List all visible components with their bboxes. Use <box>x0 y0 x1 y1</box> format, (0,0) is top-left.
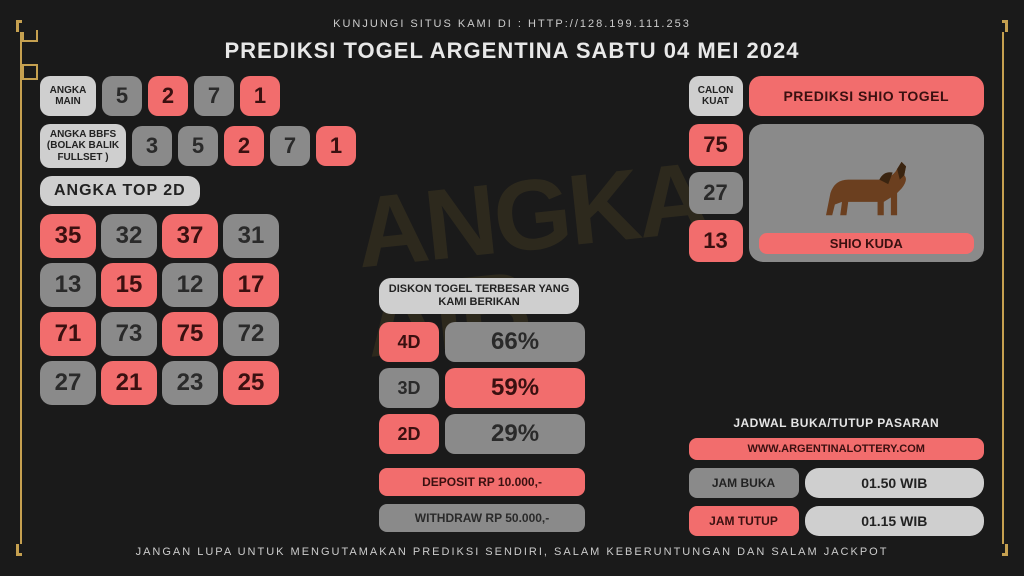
angka-bbfs-row: ANGKA BBFS (BOLAK BALIK FULLSET ) 35271 <box>40 124 365 168</box>
bottom-text: JANGAN LUPA UNTUK MENGUTAMAKAN PREDIKSI … <box>124 546 901 558</box>
shio-title: PREDIKSI SHIO TOGEL <box>749 76 984 116</box>
angka-bbfs-label: ANGKA BBFS (BOLAK BALIK FULLSET ) <box>40 124 126 168</box>
angka-main-cell: 5 <box>102 76 142 116</box>
deposit-row: DEPOSIT RP 10.000,- <box>379 468 585 496</box>
diskon-value: 59% <box>445 368 585 408</box>
diskon-tag: 4D <box>379 322 439 362</box>
shio-name: SHIO KUDA <box>759 233 974 254</box>
top2d-cell: 13 <box>40 263 96 307</box>
top2d-cell: 72 <box>223 312 279 356</box>
top2d-cell: 75 <box>162 312 218 356</box>
top2d-cell: 23 <box>162 361 218 405</box>
calon-cell: 13 <box>689 220 743 262</box>
top2d-cell: 31 <box>223 214 279 258</box>
top2d-cell: 15 <box>101 263 157 307</box>
withdraw-row: WITHDRAW RP 50.000,- <box>379 504 585 532</box>
top2d-cell: 12 <box>162 263 218 307</box>
top2d-cell: 73 <box>101 312 157 356</box>
top-text: KUNJUNGI SITUS KAMI DI : HTTP://128.199.… <box>321 18 703 30</box>
jam-buka-value: 01.50 WIB <box>805 468 984 498</box>
top2d-cell: 35 <box>40 214 96 258</box>
top2d-label: ANGKA TOP 2D <box>40 176 200 206</box>
bbfs-cell: 2 <box>224 126 264 166</box>
top2d-grid: 35323731 13151217 71737572 27212325 <box>40 214 365 405</box>
jam-buka-label: JAM BUKA <box>689 468 799 498</box>
page-title: PREDIKSI TOGEL ARGENTINA SABTU 04 MEI 20… <box>22 38 1002 64</box>
lottery-link[interactable]: WWW.ARGENTINALOTTERY.COM <box>689 438 984 460</box>
calon-kuat-label: CALON KUAT <box>689 76 743 116</box>
angka-main-label: ANGKA MAIN <box>40 76 96 116</box>
top2d-cell: 71 <box>40 312 96 356</box>
top2d-cell: 25 <box>223 361 279 405</box>
bbfs-cell: 3 <box>132 126 172 166</box>
calon-cell: 75 <box>689 124 743 166</box>
top2d-cell: 21 <box>101 361 157 405</box>
bbfs-cell: 7 <box>270 126 310 166</box>
top2d-cell: 37 <box>162 214 218 258</box>
frame: KUNJUNGI SITUS KAMI DI : HTTP://128.199.… <box>20 24 1004 552</box>
jam-tutup-value: 01.15 WIB <box>805 506 984 536</box>
calon-cell: 27 <box>689 172 743 214</box>
diskon-tag: 2D <box>379 414 439 454</box>
top2d-cell: 17 <box>223 263 279 307</box>
horse-icon <box>811 153 921 233</box>
diskon-tag: 3D <box>379 368 439 408</box>
top2d-cell: 32 <box>101 214 157 258</box>
diskon-label: DISKON TOGEL TERBESAR YANG KAMI BERIKAN <box>379 278 579 314</box>
top2d-cell: 27 <box>40 361 96 405</box>
shio-box: SHIO KUDA <box>749 124 984 262</box>
angka-main-cell: 1 <box>240 76 280 116</box>
angka-main-cell: 2 <box>148 76 188 116</box>
angka-main-row: ANGKA MAIN 5271 <box>40 76 365 116</box>
diskon-value: 66% <box>445 322 585 362</box>
bbfs-cell: 5 <box>178 126 218 166</box>
diskon-value: 29% <box>445 414 585 454</box>
jam-tutup-label: JAM TUTUP <box>689 506 799 536</box>
bbfs-cell: 1 <box>316 126 356 166</box>
angka-main-cell: 7 <box>194 76 234 116</box>
jadwal-title: JADWAL BUKA/TUTUP PASARAN <box>689 416 984 430</box>
